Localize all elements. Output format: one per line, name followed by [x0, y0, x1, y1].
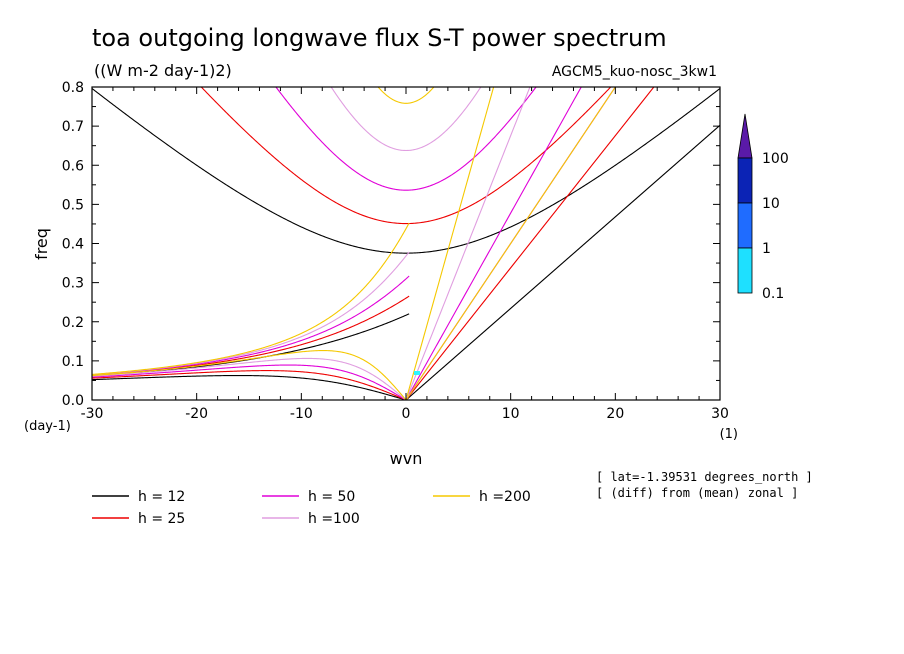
curve-er-h50 [92, 364, 407, 400]
y-axis-title: freq [32, 228, 51, 260]
colorbar-label-100: 100 [762, 151, 789, 167]
curve-ig-h100 [330, 87, 482, 152]
y-tick-label: 0.6 [62, 158, 84, 174]
legend-label: h =100 [308, 511, 360, 527]
chart-units: ((W m-2 day-1)2) [94, 61, 232, 80]
curve-er-h200 [92, 350, 407, 400]
curve-kelvin-h12 [405, 124, 720, 400]
colorbar-label-10: 10 [762, 196, 780, 212]
dispersion-curves [92, 87, 720, 400]
diff-info: [ (diff) from (mean) zonal ] [596, 486, 798, 500]
y-tick-label: 0.5 [62, 197, 84, 213]
legend-label: h = 50 [308, 489, 355, 505]
colorbar-label-0.1: 0.1 [762, 286, 784, 302]
y-tick-labels: 0.0 0.1 0.2 0.3 0.4 0.5 0.6 0.7 0.8 [62, 80, 84, 409]
curve-mrg-h200 [92, 222, 410, 375]
curve-ig-h200 [377, 87, 435, 104]
x-axis-title: wvn [390, 449, 423, 468]
curve-er-h100 [92, 357, 407, 400]
legend-label: h = 12 [138, 489, 185, 505]
x-tick-label: -10 [290, 406, 313, 422]
color-bar: 100 10 1 0.1 [737, 113, 789, 302]
y-tick-label: 0.7 [62, 119, 84, 135]
x-unit-label: (1) [720, 427, 738, 442]
x-tick-labels: -30 -20 -10 0 10 20 30 [81, 406, 729, 422]
curve-kelvin-h200 [405, 87, 616, 400]
y-tick-label: 0.4 [62, 237, 84, 253]
legend-label: h =200 [479, 489, 531, 505]
curve-kelvin-h100 [405, 87, 616, 400]
y-tick-label: 0.3 [62, 276, 84, 292]
y-tick-label: 0.0 [62, 393, 84, 409]
curve-ig-h12 [92, 88, 720, 254]
colorbar-label-1: 1 [762, 241, 771, 257]
curve-kelvin-h50 [405, 87, 616, 400]
legend-label: h = 25 [138, 511, 185, 527]
latitude-info: [ lat=-1.39531 degrees_north ] [596, 470, 813, 484]
x-tick-label: 20 [606, 406, 624, 422]
chart-title: toa outgoing longwave flux S-T power spe… [92, 24, 667, 52]
y-unit-label: (day-1) [24, 419, 71, 434]
curve-ig-h50 [275, 87, 537, 191]
y-tick-label: 0.1 [62, 354, 84, 370]
colorbar-level-10 [737, 202, 753, 249]
curve-kelvin-h25 [405, 87, 655, 400]
y-tick-label: 0.8 [62, 80, 84, 96]
plot-frame [91, 86, 721, 401]
legend: h = 12 h = 25 h = 50 h =100 h =200 [92, 489, 531, 527]
x-tick-label: 10 [502, 406, 520, 422]
curve-er-h25 [92, 370, 407, 400]
x-tick-label: -30 [81, 406, 104, 422]
x-tick-label: 0 [402, 406, 411, 422]
model-label: AGCM5_kuo-nosc_3kw1 [552, 64, 717, 80]
x-tick-label: -20 [185, 406, 208, 422]
curve-ig-h25 [200, 87, 612, 225]
y-tick-label: 0.2 [62, 315, 84, 331]
curve-er-h12 [92, 374, 407, 400]
x-tick-label: 30 [711, 406, 729, 422]
curve-mrg-h25 [92, 295, 410, 376]
colorbar-top-arrow [737, 113, 753, 159]
spectral-peak-patch [414, 371, 420, 375]
axis-ticks [91, 86, 721, 401]
colorbar-level-1 [737, 247, 753, 294]
colorbar-level-100 [737, 157, 753, 204]
